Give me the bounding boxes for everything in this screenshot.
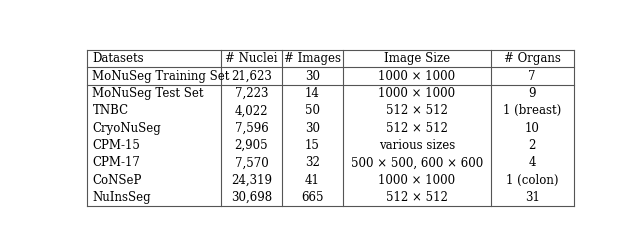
Text: # Images: # Images	[284, 52, 340, 65]
Text: 1000 × 1000: 1000 × 1000	[378, 87, 455, 100]
Text: 4: 4	[529, 156, 536, 169]
Text: # Organs: # Organs	[504, 52, 561, 65]
Text: TNBC: TNBC	[92, 104, 129, 117]
Text: 21,623: 21,623	[231, 70, 272, 83]
Text: 2: 2	[529, 139, 536, 152]
Text: CryoNuSeg: CryoNuSeg	[92, 122, 161, 135]
Text: 500 × 500, 600 × 600: 500 × 500, 600 × 600	[351, 156, 483, 169]
Text: 512 × 512: 512 × 512	[386, 191, 448, 204]
Text: 4,022: 4,022	[235, 104, 268, 117]
Text: 10: 10	[525, 122, 540, 135]
Text: CPM-17: CPM-17	[92, 156, 140, 169]
Text: 14: 14	[305, 87, 320, 100]
Text: 512 × 512: 512 × 512	[386, 122, 448, 135]
Text: 15: 15	[305, 139, 320, 152]
Text: 30: 30	[305, 70, 320, 83]
Text: 7,596: 7,596	[235, 122, 268, 135]
Text: NuInsSeg: NuInsSeg	[92, 191, 151, 204]
Text: 50: 50	[305, 104, 320, 117]
Text: CoNSeP: CoNSeP	[92, 174, 142, 187]
Text: # Nuclei: # Nuclei	[225, 52, 278, 65]
Text: 41: 41	[305, 174, 320, 187]
Text: 7,570: 7,570	[235, 156, 268, 169]
Text: 512 × 512: 512 × 512	[386, 104, 448, 117]
Text: 1000 × 1000: 1000 × 1000	[378, 70, 455, 83]
Text: 31: 31	[525, 191, 540, 204]
Text: 665: 665	[301, 191, 323, 204]
Text: MoNuSeg Test Set: MoNuSeg Test Set	[92, 87, 204, 100]
Text: 24,319: 24,319	[231, 174, 272, 187]
Text: 30,698: 30,698	[231, 191, 272, 204]
Text: 1000 × 1000: 1000 × 1000	[378, 174, 455, 187]
Text: 2,905: 2,905	[235, 139, 268, 152]
Text: CPM-15: CPM-15	[92, 139, 140, 152]
Text: various sizes: various sizes	[379, 139, 455, 152]
Text: 30: 30	[305, 122, 320, 135]
Text: 1 (breast): 1 (breast)	[503, 104, 561, 117]
Text: 7,223: 7,223	[235, 87, 268, 100]
Text: Datasets: Datasets	[92, 52, 144, 65]
Text: 9: 9	[529, 87, 536, 100]
Text: 1 (colon): 1 (colon)	[506, 174, 559, 187]
Text: Image Size: Image Size	[384, 52, 450, 65]
Text: 32: 32	[305, 156, 320, 169]
Text: MoNuSeg Training Set: MoNuSeg Training Set	[92, 70, 230, 83]
Text: 7: 7	[529, 70, 536, 83]
